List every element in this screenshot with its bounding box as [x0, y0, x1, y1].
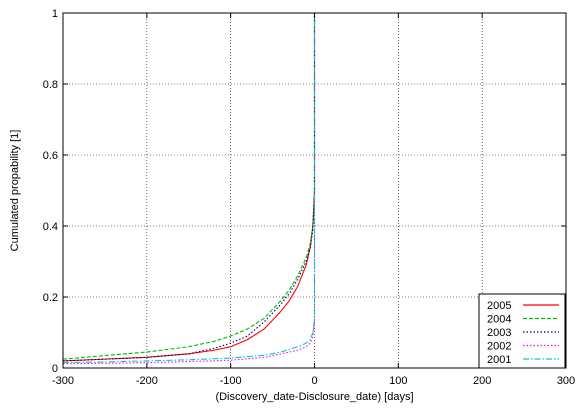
x-tick-label: 100	[389, 375, 407, 387]
legend-label-2002: 2002	[487, 341, 511, 353]
legend-label-2005: 2005	[487, 300, 511, 312]
x-tick-label: -200	[136, 375, 158, 387]
y-tick-label: 1	[52, 8, 58, 20]
x-tick-label: 0	[311, 375, 317, 387]
series-line-2002	[62, 13, 316, 365]
y-tick-label: 0	[52, 363, 58, 375]
legend-label-2003: 2003	[487, 327, 511, 339]
x-tick-label: -300	[52, 375, 74, 387]
y-tick-label: 0.6	[43, 150, 58, 162]
legend-label-2001: 2001	[487, 354, 511, 366]
y-axis-label: Cumulated propability [1]	[9, 130, 21, 252]
series-line-2001	[62, 13, 316, 364]
legend-box	[478, 293, 566, 369]
x-tick-label: 200	[473, 375, 491, 387]
legend-label-2004: 2004	[487, 314, 511, 326]
x-tick-label: -100	[220, 375, 242, 387]
x-tick-label: 300	[557, 375, 575, 387]
series-line-2003	[62, 13, 316, 362]
series-line-2004	[62, 13, 316, 360]
ticks: -300 -200 -100 0 100 200 300 0 0.2 0.4 0.6 0.8 1	[43, 8, 575, 387]
y-tick-label: 0.4	[43, 221, 58, 233]
series-layer	[62, 13, 316, 365]
x-axis-label: (Discovery_date-Disclosure_date) [days]	[215, 391, 413, 403]
y-tick-label: 0.8	[43, 79, 58, 91]
y-tick-label: 0.2	[43, 292, 58, 304]
